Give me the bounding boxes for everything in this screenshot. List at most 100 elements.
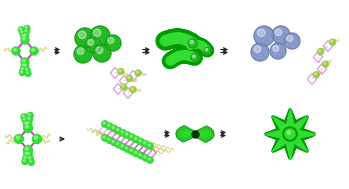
Circle shape [112, 126, 114, 129]
Circle shape [18, 27, 24, 33]
Circle shape [25, 71, 31, 76]
Circle shape [115, 127, 122, 134]
Circle shape [130, 135, 132, 137]
Circle shape [27, 122, 29, 124]
Circle shape [21, 71, 22, 73]
Circle shape [126, 133, 128, 135]
Circle shape [102, 121, 108, 127]
Circle shape [103, 136, 105, 138]
Circle shape [25, 152, 27, 154]
Circle shape [30, 47, 38, 55]
Circle shape [21, 31, 23, 33]
Circle shape [143, 142, 146, 144]
Circle shape [273, 45, 279, 51]
Circle shape [147, 143, 153, 149]
Circle shape [23, 63, 29, 69]
Circle shape [94, 29, 101, 37]
Circle shape [27, 152, 29, 154]
Circle shape [24, 121, 30, 127]
Circle shape [23, 146, 32, 154]
Circle shape [138, 152, 144, 159]
Circle shape [105, 35, 121, 51]
Circle shape [254, 46, 261, 53]
Circle shape [25, 68, 28, 70]
Circle shape [16, 136, 20, 139]
Circle shape [21, 33, 27, 39]
Circle shape [136, 71, 139, 73]
Circle shape [26, 121, 32, 127]
Circle shape [108, 37, 114, 43]
Circle shape [314, 73, 317, 75]
Circle shape [254, 26, 274, 46]
Circle shape [20, 67, 26, 72]
Circle shape [148, 144, 150, 146]
Circle shape [120, 130, 126, 136]
Circle shape [25, 147, 29, 150]
Circle shape [148, 158, 150, 160]
Circle shape [190, 40, 193, 44]
Circle shape [191, 54, 199, 61]
Circle shape [106, 123, 113, 129]
Circle shape [286, 129, 291, 134]
Circle shape [329, 39, 336, 45]
Circle shape [251, 43, 269, 61]
Circle shape [23, 118, 25, 120]
Circle shape [106, 137, 113, 143]
Circle shape [19, 70, 25, 75]
Circle shape [139, 139, 141, 142]
Circle shape [27, 112, 33, 119]
Circle shape [128, 77, 130, 79]
Circle shape [27, 156, 33, 162]
Circle shape [122, 85, 124, 87]
Circle shape [124, 146, 131, 152]
Circle shape [126, 75, 132, 81]
Circle shape [27, 72, 28, 74]
Circle shape [270, 43, 286, 59]
Circle shape [21, 63, 27, 69]
Circle shape [285, 129, 295, 139]
Circle shape [131, 88, 133, 90]
Circle shape [22, 35, 24, 36]
Circle shape [124, 132, 131, 138]
Circle shape [24, 26, 30, 31]
Circle shape [143, 156, 146, 158]
Circle shape [88, 39, 94, 46]
Circle shape [120, 144, 126, 150]
Circle shape [21, 58, 29, 66]
Circle shape [287, 35, 293, 41]
Circle shape [21, 36, 29, 44]
Circle shape [22, 117, 28, 123]
Circle shape [24, 151, 30, 157]
Circle shape [93, 44, 111, 62]
Circle shape [25, 30, 27, 32]
Circle shape [32, 48, 35, 51]
Circle shape [133, 150, 140, 157]
Circle shape [23, 155, 29, 161]
Circle shape [25, 122, 27, 124]
Circle shape [204, 47, 211, 54]
Circle shape [142, 141, 149, 147]
Circle shape [319, 50, 321, 52]
Circle shape [22, 115, 24, 117]
Circle shape [121, 84, 127, 90]
Circle shape [275, 29, 282, 36]
Circle shape [20, 28, 22, 30]
Circle shape [28, 117, 30, 119]
Circle shape [119, 70, 121, 72]
Circle shape [287, 131, 290, 134]
Circle shape [15, 135, 23, 143]
Circle shape [112, 140, 114, 143]
Circle shape [102, 135, 108, 141]
Circle shape [24, 34, 26, 36]
Circle shape [90, 26, 110, 46]
Circle shape [75, 28, 95, 48]
Circle shape [25, 125, 29, 128]
Circle shape [32, 135, 42, 143]
Circle shape [130, 87, 136, 93]
Circle shape [272, 26, 290, 44]
Circle shape [27, 116, 32, 122]
Circle shape [25, 26, 27, 28]
Circle shape [331, 40, 333, 42]
Circle shape [129, 134, 135, 140]
Circle shape [111, 125, 117, 132]
